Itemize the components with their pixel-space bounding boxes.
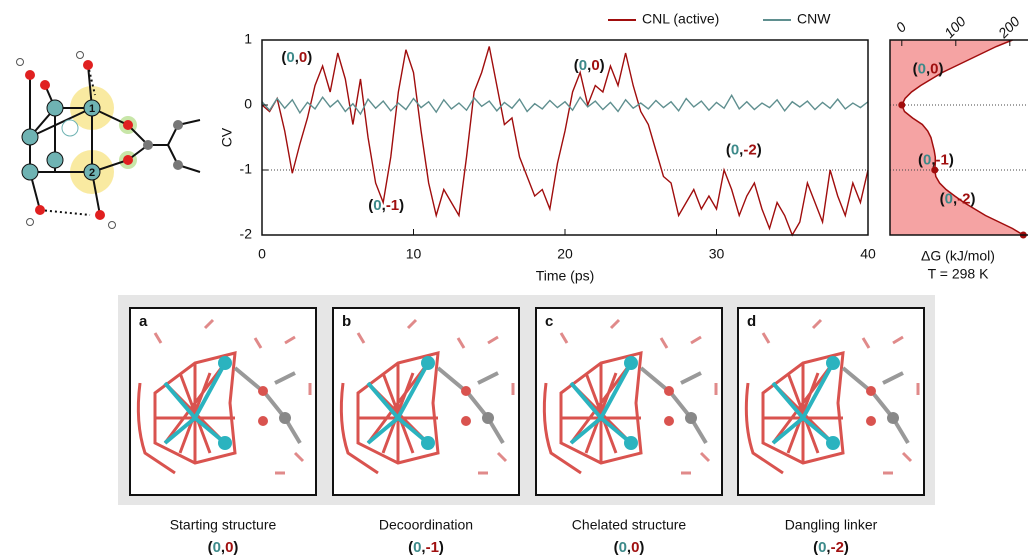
panel-caption: Decoordination bbox=[379, 517, 473, 533]
plot-frame bbox=[889, 39, 1028, 236]
panel-caption: Chelated structure bbox=[572, 517, 687, 533]
area-fill bbox=[890, 40, 1024, 235]
state-label: (0,0) bbox=[281, 49, 312, 66]
state-label: (0,-1) bbox=[368, 197, 404, 214]
snapshot-panel bbox=[332, 307, 520, 496]
state-label: (0,0) bbox=[208, 539, 239, 556]
panel-letter: a bbox=[139, 313, 148, 330]
x-tick-label: 100 bbox=[941, 13, 969, 41]
series-line bbox=[261, 46, 869, 237]
panel-caption: Starting structure bbox=[170, 517, 277, 533]
state-label: (0,-1) bbox=[408, 539, 444, 556]
legend-label: CNW bbox=[797, 11, 831, 27]
x-tick-label: 30 bbox=[709, 246, 725, 262]
panel-letter: b bbox=[342, 313, 351, 330]
state-label: (0,-2) bbox=[726, 141, 762, 158]
panel-letter: c bbox=[545, 313, 553, 330]
y-tick-label: -2 bbox=[240, 226, 253, 242]
plot-frame bbox=[261, 39, 869, 236]
x-axis-label: ΔG (kJ/mol) bbox=[921, 248, 995, 264]
scheme-label: 2 bbox=[89, 167, 95, 179]
state-label: (0,-2) bbox=[940, 190, 976, 207]
x-tick-label: 40 bbox=[860, 246, 876, 262]
axis-note: T = 298 K bbox=[928, 266, 990, 282]
minimum-point bbox=[898, 101, 906, 109]
scheme-label: 1 bbox=[89, 103, 95, 115]
y-tick-label: -1 bbox=[240, 161, 253, 177]
x-tick-label: 0 bbox=[258, 246, 266, 262]
scheme: 1 2 bbox=[16, 51, 201, 229]
x-tick-label: 0 bbox=[892, 19, 909, 36]
panel-caption: Dangling linker bbox=[785, 517, 878, 533]
state-label: (0,0) bbox=[614, 539, 645, 556]
state-label: (0,0) bbox=[913, 60, 944, 77]
profile-line bbox=[900, 39, 1024, 236]
state-label: (0,0) bbox=[574, 57, 605, 74]
y-axis-label: CV bbox=[219, 127, 235, 147]
y-tick-label: 1 bbox=[244, 31, 252, 47]
x-tick-label: 20 bbox=[557, 246, 573, 262]
state-label: (0,-2) bbox=[813, 539, 849, 556]
x-axis-label: Time (ps) bbox=[536, 268, 595, 284]
state-label: (0,-1) bbox=[918, 151, 954, 168]
panel-letter: d bbox=[747, 313, 756, 330]
y-tick-label: 0 bbox=[244, 96, 252, 112]
minimum-point bbox=[931, 166, 939, 174]
x-tick-label: 200 bbox=[994, 13, 1023, 42]
x-tick-label: 10 bbox=[406, 246, 422, 262]
series-line bbox=[261, 93, 869, 116]
legend-label: CNL (active) bbox=[642, 11, 719, 27]
